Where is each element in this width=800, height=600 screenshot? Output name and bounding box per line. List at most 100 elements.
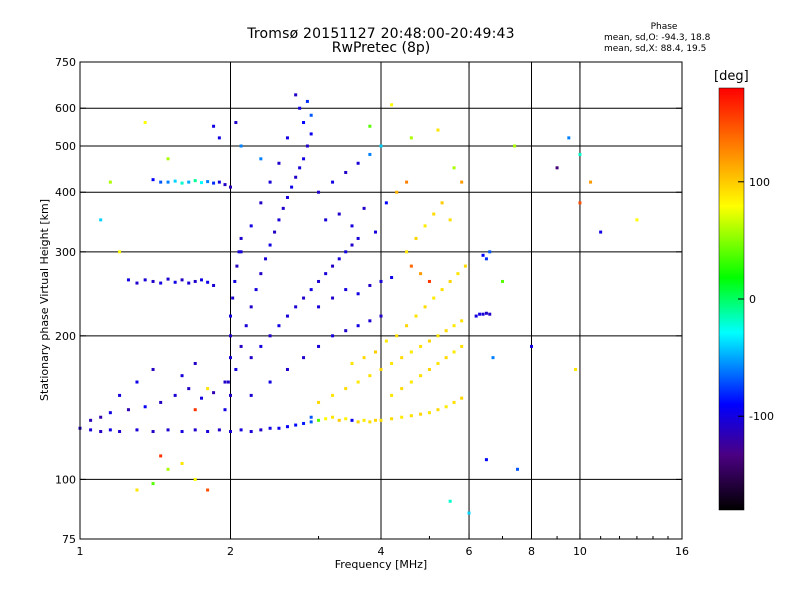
data-point	[193, 408, 197, 412]
data-point	[350, 243, 354, 247]
data-point	[481, 312, 485, 316]
x-tick-labels: 1 2 4 6 8 10 16	[77, 545, 690, 558]
data-point	[268, 180, 272, 184]
data-point	[432, 296, 436, 300]
data-point	[173, 280, 177, 284]
data-point	[268, 380, 272, 384]
data-point	[444, 356, 448, 360]
data-point	[108, 428, 112, 432]
data-point	[151, 482, 155, 486]
data-point	[484, 458, 488, 462]
y-tick-label: 750	[55, 56, 76, 69]
data-point	[331, 180, 335, 184]
data-point	[400, 415, 404, 419]
data-point	[368, 124, 372, 128]
data-point	[405, 180, 409, 184]
data-point	[515, 467, 519, 471]
data-point	[317, 305, 321, 309]
data-point	[239, 236, 243, 240]
data-point	[350, 418, 354, 422]
data-point	[285, 367, 289, 371]
data-point	[368, 283, 372, 287]
colorbar-unit-label: [deg]	[714, 69, 749, 84]
data-point	[331, 296, 335, 300]
data-point	[200, 181, 204, 185]
phase-stats-o-mode: mean, sd,O: -94.3, 18.8	[604, 33, 711, 43]
data-point	[118, 430, 122, 434]
data-point	[135, 428, 139, 432]
data-point	[337, 418, 341, 422]
colorbar-tick-label: -100	[749, 410, 774, 423]
data-point	[118, 250, 122, 254]
data-point	[460, 344, 464, 348]
chart-title: Tromsø 20151127 20:48:00-20:49:43	[247, 26, 515, 42]
data-point	[452, 324, 456, 328]
data-point	[427, 339, 431, 343]
y-tick-label: 75	[62, 533, 76, 546]
data-point	[390, 276, 394, 280]
data-point	[409, 414, 413, 418]
data-point	[409, 264, 413, 268]
data-point	[362, 356, 366, 360]
data-point	[436, 334, 440, 338]
data-point	[317, 190, 321, 194]
colorbar-tick-label: 100	[749, 176, 770, 189]
data-point	[206, 180, 210, 184]
data-point	[233, 279, 237, 283]
data-point	[488, 312, 492, 316]
data-point	[356, 380, 360, 384]
data-point	[277, 161, 281, 165]
data-point	[173, 179, 177, 183]
data-point	[356, 324, 360, 328]
data-point	[419, 344, 423, 348]
data-point	[368, 152, 372, 156]
data-point	[324, 417, 328, 421]
data-point	[206, 387, 210, 391]
data-point	[395, 334, 399, 338]
data-point	[456, 272, 460, 276]
data-point	[484, 257, 488, 261]
data-point	[277, 426, 281, 430]
data-point	[423, 224, 427, 228]
data-point	[419, 412, 423, 416]
y-tick-label: 300	[55, 246, 76, 259]
data-point	[324, 272, 328, 276]
data-point	[463, 264, 467, 268]
data-point	[212, 124, 216, 128]
data-point	[309, 415, 313, 419]
data-point	[229, 356, 232, 360]
data-point	[212, 283, 216, 287]
data-point	[151, 430, 155, 434]
data-point	[390, 103, 394, 107]
data-point	[173, 393, 177, 397]
data-point	[193, 361, 197, 365]
data-point	[166, 180, 170, 184]
y-axis-label: Stationary phase Virtual Height [km]	[38, 199, 51, 401]
data-point	[395, 190, 399, 194]
data-point	[488, 250, 492, 254]
data-point	[118, 393, 122, 397]
data-point	[180, 278, 184, 282]
data-point	[249, 305, 253, 309]
data-point	[405, 250, 409, 254]
data-point	[409, 136, 413, 140]
data-point	[264, 257, 268, 261]
data-point	[444, 329, 448, 333]
data-point	[239, 428, 243, 432]
data-point	[374, 230, 378, 234]
data-point	[309, 132, 313, 136]
data-point	[405, 324, 409, 328]
data-point	[305, 99, 309, 103]
data-point	[259, 344, 263, 348]
data-point	[374, 418, 378, 422]
data-point	[379, 418, 383, 422]
data-point	[249, 430, 253, 434]
data-point	[317, 279, 321, 283]
data-point	[277, 324, 281, 328]
data-point	[635, 218, 639, 222]
data-point	[444, 405, 448, 409]
data-point	[350, 224, 354, 228]
data-point	[481, 253, 485, 257]
data-point	[193, 428, 197, 432]
data-point	[368, 319, 372, 323]
